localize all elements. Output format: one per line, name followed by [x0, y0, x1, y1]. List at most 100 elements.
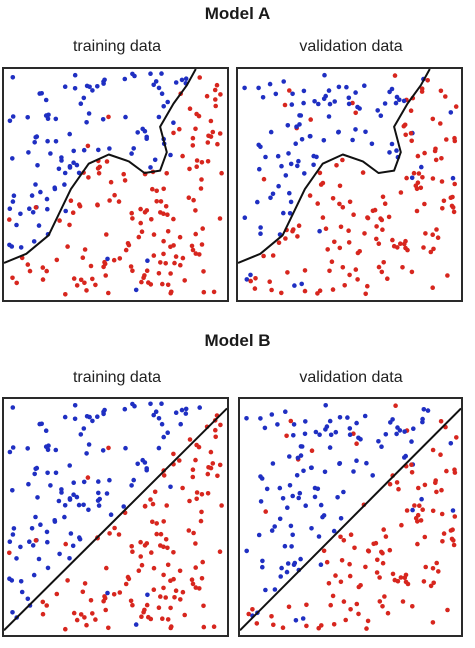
blue-data-point	[270, 461, 276, 466]
blue-data-point	[78, 432, 84, 437]
red-data-point	[254, 621, 260, 626]
red-data-point	[101, 598, 106, 604]
blue-data-point	[295, 163, 300, 169]
red-data-point	[288, 418, 294, 424]
blue-data-point	[263, 587, 268, 593]
blue-data-point	[269, 412, 275, 417]
blue-data-point	[291, 433, 296, 438]
blue-data-point	[289, 544, 294, 549]
red-data-point	[169, 624, 174, 629]
red-data-point	[68, 198, 74, 203]
red-data-point	[86, 175, 91, 180]
blue-data-point	[29, 526, 35, 531]
blue-data-point	[276, 183, 281, 189]
decision-boundary	[4, 407, 227, 632]
red-data-point	[168, 271, 173, 276]
red-data-point	[199, 492, 205, 497]
red-data-point	[121, 171, 126, 177]
blue-data-point	[402, 429, 407, 434]
blue-data-point	[105, 590, 110, 596]
blue-data-point	[267, 81, 273, 87]
blue-data-point	[56, 498, 62, 504]
red-data-point	[379, 269, 385, 275]
red-data-point	[106, 290, 111, 296]
red-data-point	[246, 611, 251, 617]
blue-data-point	[328, 432, 334, 438]
blue-data-point	[90, 418, 95, 424]
blue-data-point	[95, 498, 101, 503]
red-data-point	[200, 226, 205, 231]
blue-data-point	[156, 85, 162, 91]
blue-data-point	[356, 435, 361, 441]
blue-data-point	[292, 283, 297, 288]
red-data-point	[387, 547, 393, 553]
red-data-point	[248, 278, 253, 284]
red-data-point	[445, 607, 450, 613]
red-data-point	[443, 94, 448, 99]
red-data-point	[182, 612, 187, 618]
red-data-point	[353, 110, 358, 116]
red-data-point	[430, 176, 436, 181]
red-data-point	[423, 564, 428, 570]
blue-data-point	[277, 485, 283, 491]
blue-data-point	[293, 618, 299, 623]
blue-data-point	[122, 406, 128, 412]
blue-data-point	[96, 503, 102, 508]
red-data-point	[421, 579, 427, 584]
red-data-point	[190, 474, 196, 480]
blue-data-point	[142, 128, 148, 134]
blue-data-point	[362, 413, 368, 419]
red-data-point	[122, 178, 128, 183]
blue-data-point	[255, 199, 260, 205]
red-data-point	[422, 201, 427, 207]
blue-data-point	[151, 412, 156, 418]
red-data-point	[392, 73, 398, 78]
blue-data-point	[277, 516, 283, 522]
red-data-point	[422, 150, 427, 156]
blue-data-point	[300, 616, 306, 621]
red-data-point	[180, 255, 186, 261]
red-data-point	[317, 170, 323, 176]
red-data-point	[347, 199, 353, 205]
red-data-point	[180, 485, 185, 491]
blue-data-point	[258, 144, 263, 150]
blue-data-point	[29, 193, 35, 198]
blue-data-point	[316, 101, 321, 107]
blue-data-point	[153, 79, 159, 84]
red-data-point	[323, 226, 329, 231]
blue-data-point	[333, 429, 339, 435]
red-data-point	[401, 123, 407, 129]
blue-data-point	[70, 543, 76, 549]
blue-data-point	[161, 104, 166, 109]
red-data-point	[106, 625, 111, 631]
red-data-point	[165, 617, 171, 622]
blue-data-point	[31, 239, 37, 244]
red-data-point	[315, 201, 320, 206]
blue-data-point	[25, 115, 31, 120]
blue-data-point	[86, 507, 91, 513]
blue-data-point	[45, 206, 50, 212]
red-data-point	[354, 441, 359, 446]
blue-data-point	[362, 83, 367, 88]
blue-data-point	[280, 496, 286, 501]
blue-data-point	[95, 84, 100, 89]
blue-data-point	[448, 441, 454, 446]
red-data-point	[187, 106, 193, 111]
red-data-point	[111, 257, 117, 263]
red-data-point	[415, 541, 420, 547]
red-data-point	[390, 571, 396, 577]
blue-data-point	[281, 210, 286, 216]
blue-data-point	[7, 449, 13, 455]
red-data-point	[440, 539, 445, 544]
red-data-point	[194, 496, 199, 502]
red-data-point	[201, 603, 206, 609]
blue-data-point	[272, 524, 277, 529]
red-data-point	[95, 166, 101, 171]
red-data-point	[142, 210, 148, 215]
red-data-point	[428, 583, 434, 589]
blue-data-point	[90, 88, 95, 93]
blue-data-point	[72, 416, 78, 422]
red-data-point	[201, 289, 207, 295]
blue-data-point	[419, 164, 424, 170]
red-data-point	[197, 586, 202, 591]
